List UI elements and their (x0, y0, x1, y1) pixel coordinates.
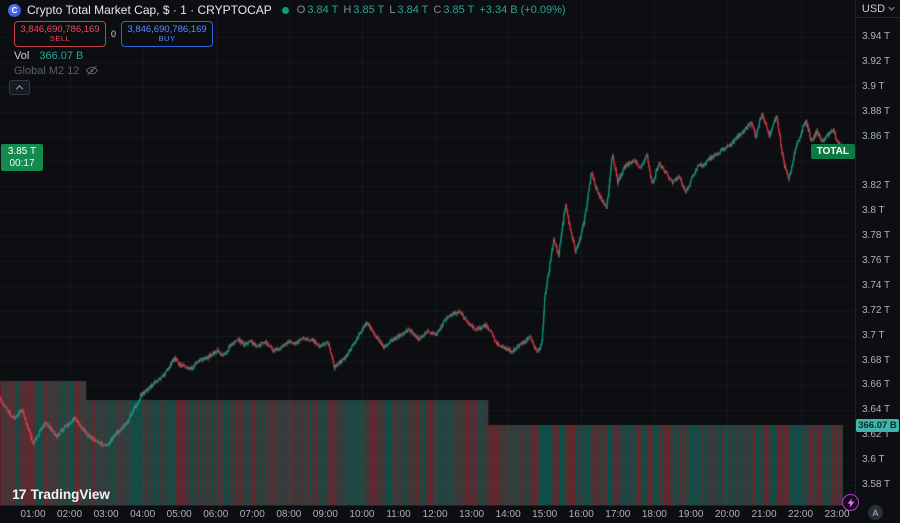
high-label: H (343, 4, 352, 16)
price-tick-label: 3.88 T (862, 105, 891, 117)
bar-countdown: 00:17 (9, 157, 35, 169)
price-tick-label: 3.64 T (862, 404, 891, 416)
change-value: +3.34 B (+0.09%) (479, 4, 566, 16)
time-tick-label: 11:00 (386, 509, 411, 520)
time-axis[interactable]: 01:00 02:00 03:00 04:00 05:00 06:00 07:00 08:00… (0, 505, 855, 523)
price-tick-label: 3.62 T (862, 429, 891, 441)
volume-indicator-row[interactable]: Vol 366.07 B (14, 50, 83, 62)
trade-panel: 3,846,690,786,169 SELL 0 3,846,690,786,1… (14, 21, 214, 47)
price-tick-label: 3.74 T (862, 279, 891, 291)
currency-label: USD (861, 2, 886, 15)
symbol-header: C Crypto Total Market Cap, $ · 1 · CRYPT… (8, 2, 566, 18)
spread-value: 0 (111, 29, 117, 39)
high-value: 3.85 T (353, 4, 385, 16)
auto-scale-label: A (872, 507, 879, 518)
price-tick-label: 3.82 T (862, 180, 891, 192)
boost-icon[interactable] (842, 494, 859, 511)
open-label: O (296, 4, 306, 16)
collapse-legend-button[interactable] (9, 80, 30, 95)
series-name-badge: TOTAL (810, 144, 855, 159)
time-tick-label: 16:00 (568, 509, 594, 520)
time-tick-label: 14:00 (495, 509, 521, 520)
time-tick-label: 02:00 (57, 509, 83, 520)
price-tick-label: 3.9 T (862, 80, 885, 92)
ohlc-values: O 3.84 T H 3.85 T L 3.84 T C 3.85 T +3.3… (297, 4, 566, 16)
volume-value-badge: 366.07 B (856, 419, 899, 432)
time-tick-label: 19:00 (678, 509, 704, 520)
close-label: C (433, 4, 442, 16)
time-tick-label: 22:00 (788, 509, 814, 520)
symbol-title[interactable]: Crypto Total Market Cap, $ · 1 · CRYPTOC… (27, 3, 272, 17)
last-price-text: 3.85 T (7, 146, 37, 157)
sell-button[interactable]: 3,846,690,786,169 SELL (14, 21, 106, 47)
price-tick-label: 3.76 T (862, 255, 891, 266)
time-tick-label: 09:00 (312, 509, 338, 520)
price-tick-label: 3.7 T (862, 329, 885, 341)
price-chart-canvas[interactable] (0, 0, 855, 505)
sell-price: 3,846,690,786,169 (20, 24, 100, 36)
series-name-text: TOTAL (816, 146, 849, 157)
currency-selector[interactable]: USD (856, 0, 900, 18)
buy-price: 3,846,690,786,169 (127, 24, 207, 36)
chevron-up-icon (15, 85, 24, 90)
tradingview-logo-text: TradingView (30, 486, 110, 502)
time-tick-label: 04:00 (130, 509, 156, 520)
time-tick-label: 23:00 (824, 509, 850, 520)
time-tick-label: 01:00 (20, 509, 46, 520)
symbol-logo-icon[interactable]: C (8, 3, 21, 17)
time-tick-label: 06:00 (203, 509, 229, 520)
global-m2-label: Global M2 12 (14, 64, 80, 77)
price-tick-label: 3.86 T (862, 130, 891, 142)
eye-off-icon[interactable] (85, 64, 99, 77)
time-tick-label: 07:00 (239, 509, 265, 520)
auto-scale-button[interactable]: A (868, 505, 883, 520)
vol-label: Vol (14, 50, 30, 62)
market-status-icon[interactable] (281, 6, 289, 14)
time-tick-label: 03:00 (93, 509, 119, 520)
price-tick-label: 3.94 T (862, 31, 891, 42)
time-tick-label: 18:00 (641, 509, 667, 520)
vol-value: 366.07 B (39, 50, 84, 62)
time-tick-label: 10:00 (349, 509, 375, 520)
buy-label: BUY (158, 34, 176, 44)
tradingview-logo[interactable]: 17 TradingView (12, 486, 110, 502)
time-tick-label: 17:00 (605, 509, 631, 520)
chevron-down-icon (888, 6, 895, 11)
time-tick-label: 15:00 (532, 509, 558, 520)
volume-badge-text: 366.07 B (858, 420, 897, 431)
time-tick-label: 08:00 (276, 509, 302, 520)
price-axis[interactable]: USD 3.94 T 3.92 T 3.9 T 3.88 T 3.86 T 3.82 T 3… (855, 0, 900, 505)
price-tick-label: 3.92 T (862, 55, 891, 67)
price-tick-label: 3.66 T (862, 379, 891, 391)
buy-button[interactable]: 3,846,690,786,169 BUY (121, 21, 214, 47)
tradingview-mark-icon: 17 (12, 486, 27, 502)
time-tick-label: 21:00 (751, 509, 777, 520)
price-tick-label: 3.72 T (862, 304, 891, 316)
low-value: 3.84 T (397, 4, 429, 16)
lightning-icon (847, 497, 854, 508)
time-tick-label: 05:00 (166, 509, 192, 520)
open-value: 3.84 T (307, 4, 339, 16)
time-tick-label: 20:00 (714, 509, 740, 520)
last-price-badge: 3.85 T 00:17 (1, 144, 43, 171)
time-tick-label: 13:00 (459, 509, 485, 520)
sell-label: SELL (49, 34, 71, 44)
price-tick-label: 3.58 T (862, 479, 891, 490)
price-tick-label: 3.8 T (862, 205, 885, 217)
price-tick-label: 3.68 T (862, 354, 891, 366)
time-tick-label: 12:00 (422, 509, 448, 520)
low-label: L (389, 4, 396, 16)
global-m2-indicator-row[interactable]: Global M2 12 (14, 64, 99, 77)
close-value: 3.85 T (443, 4, 475, 16)
price-tick-label: 3.78 T (862, 230, 891, 242)
price-tick-label: 3.6 T (862, 454, 885, 466)
